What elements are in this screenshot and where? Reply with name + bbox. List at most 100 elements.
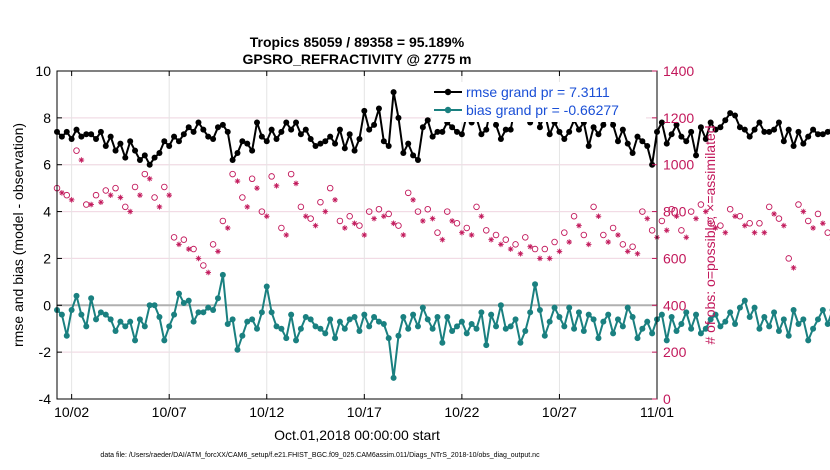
bias-point bbox=[488, 311, 495, 318]
legend-box bbox=[432, 82, 646, 122]
bias-point bbox=[429, 325, 436, 332]
rmse-point bbox=[307, 135, 314, 142]
obs-assimilated-marker bbox=[517, 250, 524, 257]
rmse-point bbox=[449, 124, 456, 131]
bias-point bbox=[273, 323, 280, 330]
obs-assimilated-marker bbox=[371, 215, 377, 222]
bias-point bbox=[532, 281, 539, 288]
rmse-point bbox=[288, 126, 295, 133]
obs-assimilated-marker bbox=[663, 227, 670, 234]
bias-point bbox=[502, 325, 509, 332]
rmse-point bbox=[644, 142, 651, 149]
bias-point bbox=[644, 318, 651, 325]
rmse-point bbox=[78, 133, 85, 140]
obs-assimilated-marker bbox=[127, 208, 133, 215]
obs-possible-marker bbox=[131, 183, 139, 191]
obs-assimilated-marker bbox=[88, 201, 94, 208]
obs-assimilated-marker bbox=[488, 236, 494, 243]
rmse-point bbox=[346, 131, 353, 138]
obs-possible-marker bbox=[268, 173, 275, 180]
obs-assimilated-marker bbox=[507, 246, 514, 252]
obs-possible-marker bbox=[512, 241, 519, 248]
bias-point bbox=[112, 328, 119, 335]
obs-assimilated-marker bbox=[771, 211, 777, 217]
rmse-point bbox=[263, 138, 270, 145]
obs-possible-marker bbox=[736, 213, 744, 220]
obs-possible-marker bbox=[600, 231, 607, 239]
rmse-point bbox=[380, 138, 387, 145]
bias-point bbox=[107, 316, 114, 323]
bias-point bbox=[224, 321, 231, 328]
rmse-point bbox=[161, 138, 168, 145]
bias-point bbox=[419, 304, 426, 311]
rmse-point bbox=[771, 126, 778, 133]
obs-markers-layer bbox=[53, 147, 830, 276]
obs-possible-marker bbox=[365, 208, 373, 215]
obs-assimilated-marker bbox=[361, 232, 368, 238]
obs-assimilated-marker bbox=[751, 229, 758, 236]
rmse-point bbox=[629, 150, 636, 156]
bias-point bbox=[171, 311, 178, 318]
obs-possible-marker bbox=[678, 227, 685, 234]
bias-point bbox=[175, 290, 182, 297]
bias-point bbox=[414, 323, 421, 330]
legend-bias-marker bbox=[444, 106, 452, 114]
obs-assimilated-marker bbox=[78, 157, 85, 163]
obs-possible-marker bbox=[180, 236, 188, 243]
bias-point bbox=[800, 316, 807, 323]
obs-assimilated-marker bbox=[712, 225, 719, 231]
rmse-point bbox=[458, 131, 465, 138]
rmse-point bbox=[405, 140, 412, 147]
obs-possible-marker bbox=[502, 236, 510, 243]
obs-assimilated-marker bbox=[322, 208, 329, 215]
legend: rmse grand pr = 7.3111 bias grand pr = -… bbox=[432, 82, 646, 122]
bias-point bbox=[741, 297, 748, 304]
rmse-point bbox=[741, 126, 748, 133]
obs-assimilated-marker bbox=[420, 218, 426, 224]
obs-possible-marker bbox=[463, 224, 471, 232]
rmse-point bbox=[312, 142, 319, 149]
bias-point bbox=[97, 309, 104, 316]
obs-assimilated-marker bbox=[205, 269, 212, 276]
obs-possible-marker bbox=[639, 208, 646, 215]
rmse-point bbox=[273, 135, 280, 142]
bias-point bbox=[268, 309, 275, 316]
obs-assimilated-marker bbox=[351, 220, 358, 227]
rmse-point bbox=[146, 161, 153, 168]
rmse-point bbox=[775, 119, 782, 126]
bias-point bbox=[766, 323, 773, 330]
obs-assimilated-marker bbox=[800, 208, 807, 215]
bias-point bbox=[522, 328, 529, 335]
obs-possible-marker bbox=[541, 245, 549, 253]
rmse-point bbox=[756, 119, 763, 126]
obs-possible-marker bbox=[492, 231, 500, 239]
obs-assimilated-marker bbox=[390, 220, 397, 227]
rmse-point bbox=[210, 135, 217, 142]
obs-assimilated-marker bbox=[683, 234, 690, 241]
rmse-point bbox=[88, 131, 95, 138]
obs-possible-marker bbox=[307, 215, 314, 222]
x-ticks: 10/02 10/07 10/12 10/17 10/22 10/27 11/01 bbox=[54, 71, 674, 420]
bias-point bbox=[132, 337, 139, 344]
rmse-point bbox=[249, 147, 256, 154]
y-tick-label-right: 0 bbox=[663, 391, 671, 407]
obs-possible-marker bbox=[707, 217, 714, 225]
rmse-point bbox=[634, 133, 641, 140]
bias-point bbox=[497, 302, 504, 309]
rmse-point bbox=[693, 152, 700, 159]
rmse-point bbox=[97, 128, 104, 135]
rmse-point bbox=[122, 154, 129, 161]
obs-assimilated-marker bbox=[195, 255, 202, 262]
rmse-point bbox=[434, 128, 441, 135]
obs-assimilated-marker bbox=[546, 255, 553, 262]
bias-point bbox=[751, 304, 758, 311]
rmse-point bbox=[336, 126, 343, 133]
y-ticks-left: -4 -2 0 2 4 6 8 10 bbox=[35, 63, 62, 407]
obs-possible-marker bbox=[746, 220, 753, 227]
obs-possible-marker bbox=[648, 227, 656, 234]
rmse-point bbox=[780, 138, 787, 145]
obs-possible-marker bbox=[375, 205, 383, 213]
obs-possible-marker bbox=[356, 222, 363, 229]
obs-possible-marker bbox=[483, 227, 490, 234]
bias-point bbox=[697, 330, 704, 337]
